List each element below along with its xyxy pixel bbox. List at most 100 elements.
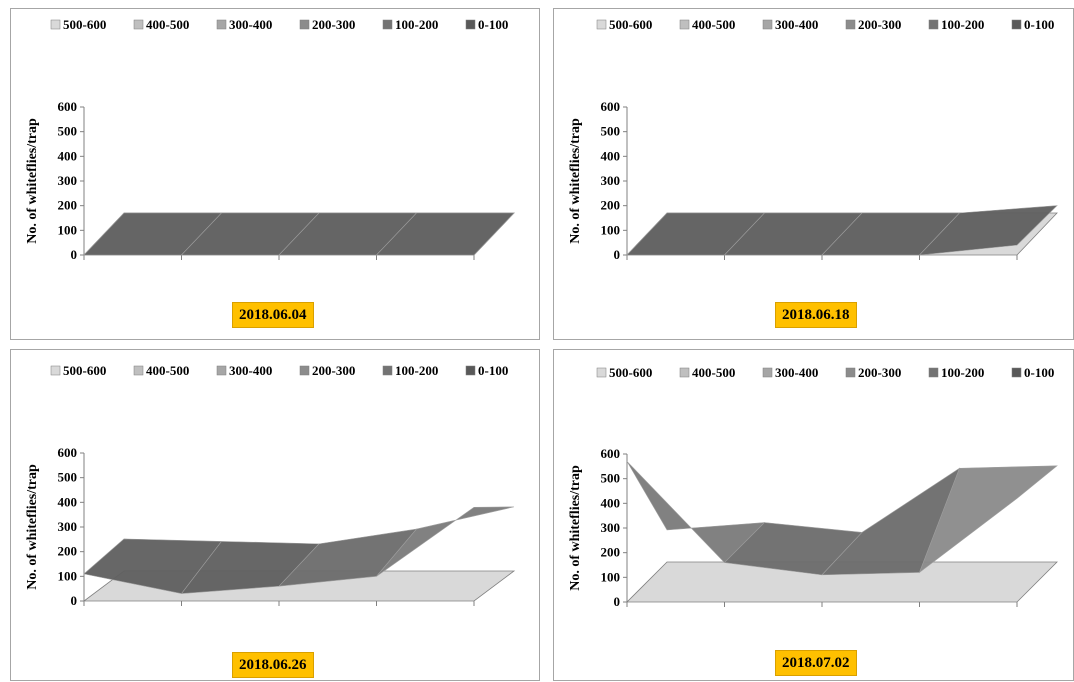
date-badge: 2018.07.02	[775, 650, 857, 676]
legend-label: 500-600	[63, 363, 106, 378]
y-tick-label: 200	[58, 198, 78, 213]
legend-label: 300-400	[775, 17, 818, 32]
y-axis-label: No. of whiteflies/trap	[25, 464, 40, 590]
chart-panel-2018-06-26: 500-600 400-500 300-400 200-300 100-200 0-100…	[10, 349, 540, 681]
y-axis: 0 100 200 300 400 500 600	[58, 99, 85, 262]
surface	[626, 205, 1058, 256]
y-tick-label: 200	[601, 545, 621, 560]
legend-swatch	[465, 19, 476, 30]
legend-label: 400-500	[146, 363, 189, 378]
legend-swatch	[299, 365, 310, 376]
y-tick-label: 500	[58, 124, 78, 139]
legend-label: 0-100	[1024, 365, 1054, 380]
legend-label: 400-500	[146, 17, 189, 32]
surface-patch	[375, 212, 515, 256]
legend-swatch	[928, 19, 939, 30]
y-axis-label: No. of whiteflies/trap	[25, 118, 40, 244]
legend-swatch	[596, 367, 607, 378]
legend: 500-600 400-500 300-400 200-300 100-200 0-100	[596, 17, 1054, 32]
y-tick-label: 500	[58, 470, 78, 485]
chart-svg: 500-600 400-500 300-400 200-300 100-200 0-100…	[25, 17, 515, 262]
chart-panel-2018-06-04: 500-600 400-500 300-400 200-300 100-200 0-100…	[10, 8, 540, 340]
y-tick-label: 200	[601, 198, 621, 213]
legend-label: 100-200	[941, 17, 984, 32]
y-tick-label: 400	[601, 148, 621, 163]
legend-swatch	[50, 365, 61, 376]
legend-label: 500-600	[63, 17, 106, 32]
legend-swatch	[50, 19, 61, 30]
legend-label: 200-300	[858, 17, 901, 32]
legend-swatch	[216, 365, 227, 376]
legend-label: 400-500	[692, 17, 735, 32]
y-tick-label: 100	[601, 222, 621, 237]
y-tick-label: 500	[601, 471, 621, 486]
legend-label: 100-200	[941, 365, 984, 380]
legend-label: 200-300	[858, 365, 901, 380]
legend-label: 300-400	[775, 365, 818, 380]
surface	[626, 461, 1058, 576]
y-axis: 0 100 200 300 400 500 600	[58, 445, 85, 608]
legend: 500-600 400-500 300-400 200-300 100-200 0-100	[50, 363, 508, 378]
chart-floor	[626, 561, 1058, 603]
legend-swatch	[1011, 367, 1022, 378]
legend-label: 500-600	[609, 17, 652, 32]
y-tick-label: 300	[58, 173, 78, 188]
legend-swatch	[679, 19, 690, 30]
legend-label: 0-100	[1024, 17, 1054, 32]
legend-label: 400-500	[692, 365, 735, 380]
y-tick-label: 400	[58, 494, 78, 509]
chart-svg: 500-600 400-500 300-400 200-300 100-200 0-100…	[25, 363, 516, 608]
date-badge: 2018.06.18	[775, 302, 857, 328]
legend: 500-600 400-500 300-400 200-300 100-200 0-100	[596, 365, 1054, 380]
legend-swatch	[299, 19, 310, 30]
legend-label: 200-300	[312, 17, 355, 32]
y-tick-label: 0	[71, 247, 78, 262]
y-tick-label: 0	[71, 593, 78, 608]
y-tick-label: 0	[614, 247, 621, 262]
y-tick-label: 400	[58, 148, 78, 163]
chart-svg: 500-600 400-500 300-400 200-300 100-200 0-100…	[568, 17, 1058, 262]
legend-label: 300-400	[229, 363, 272, 378]
legend-label: 100-200	[395, 363, 438, 378]
y-axis: 0 100 200 300 400 500 600	[601, 99, 628, 262]
legend-label: 0-100	[478, 17, 508, 32]
legend: 500-600 400-500 300-400 200-300 100-200 0-100	[50, 17, 508, 32]
surface-patch	[918, 465, 1058, 574]
legend-label: 300-400	[229, 17, 272, 32]
y-tick-label: 600	[58, 99, 78, 114]
legend-swatch	[762, 19, 773, 30]
legend-label: 200-300	[312, 363, 355, 378]
y-axis-label: No. of whiteflies/trap	[568, 465, 583, 591]
surface-patch	[918, 205, 1058, 256]
y-tick-label: 100	[601, 569, 621, 584]
legend-swatch	[133, 365, 144, 376]
legend-swatch	[845, 19, 856, 30]
legend-label: 100-200	[395, 17, 438, 32]
date-badge: 2018.06.26	[232, 652, 314, 678]
legend-swatch	[845, 367, 856, 378]
legend-swatch	[1011, 19, 1022, 30]
y-axis-label: No. of whiteflies/trap	[568, 118, 583, 244]
y-axis: 0 100 200 300 400 500 600	[601, 446, 628, 609]
y-tick-label: 300	[601, 520, 621, 535]
legend-swatch	[465, 365, 476, 376]
y-tick-label: 200	[58, 544, 78, 559]
y-tick-label: 400	[601, 495, 621, 510]
y-tick-label: 600	[58, 445, 78, 460]
chart-panel-2018-07-02: 500-600 400-500 300-400 200-300 100-200 0-100…	[553, 349, 1074, 681]
y-tick-label: 100	[58, 222, 78, 237]
legend-label: 0-100	[478, 363, 508, 378]
legend-swatch	[382, 19, 393, 30]
surface	[83, 506, 515, 594]
y-tick-label: 100	[58, 568, 78, 583]
legend-swatch	[133, 19, 144, 30]
y-tick-label: 600	[601, 446, 621, 461]
y-tick-label: 0	[614, 594, 621, 609]
chart-panel-2018-06-18: 500-600 400-500 300-400 200-300 100-200 0-100…	[553, 8, 1074, 340]
y-tick-label: 300	[58, 519, 78, 534]
legend-swatch	[762, 367, 773, 378]
y-tick-label: 300	[601, 173, 621, 188]
surface	[83, 212, 515, 256]
date-badge: 2018.06.04	[232, 302, 314, 328]
legend-label: 500-600	[609, 365, 652, 380]
